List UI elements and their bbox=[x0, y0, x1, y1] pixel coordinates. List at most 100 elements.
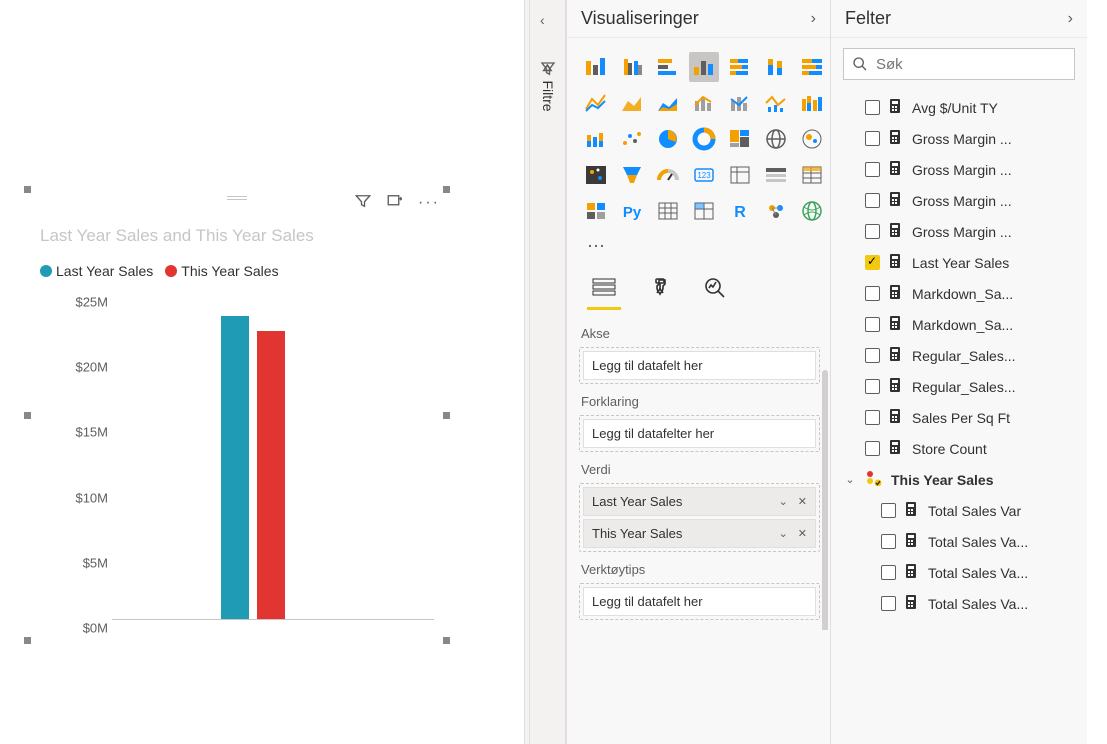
viz-type-icon[interactable] bbox=[581, 88, 611, 118]
resize-handle[interactable] bbox=[24, 637, 31, 644]
field-row[interactable]: Gross Margin ... bbox=[837, 154, 1087, 185]
field-row[interactable]: Total Sales Va... bbox=[837, 557, 1087, 588]
field-checkbox[interactable] bbox=[865, 162, 880, 177]
field-checkbox[interactable] bbox=[865, 441, 880, 456]
field-row[interactable]: Last Year Sales bbox=[837, 247, 1087, 278]
chevron-down-icon[interactable]: ⌄ bbox=[845, 473, 854, 486]
collapse-chevron-icon[interactable]: › bbox=[1068, 10, 1073, 28]
viz-type-icon[interactable] bbox=[617, 160, 647, 190]
viz-type-icon[interactable]: 123 bbox=[689, 160, 719, 190]
viz-type-icon[interactable] bbox=[581, 52, 611, 82]
viz-type-icon[interactable] bbox=[689, 124, 719, 154]
viz-type-icon[interactable] bbox=[653, 196, 683, 226]
bar[interactable] bbox=[257, 331, 285, 619]
remove-field-icon[interactable]: ✕ bbox=[798, 495, 807, 508]
field-row[interactable]: Total Sales Va... bbox=[837, 526, 1087, 557]
viz-type-icon[interactable] bbox=[581, 160, 611, 190]
legend-well[interactable]: Legg til datafelter her bbox=[579, 415, 820, 452]
field-checkbox[interactable] bbox=[881, 534, 896, 549]
viz-type-icon[interactable] bbox=[689, 52, 719, 82]
viz-type-icon[interactable] bbox=[653, 160, 683, 190]
fields-tab[interactable] bbox=[587, 276, 621, 310]
field-row[interactable]: ⌄This Year Sales bbox=[837, 464, 1087, 495]
field-row[interactable]: Total Sales Va... bbox=[837, 588, 1087, 619]
viz-type-icon[interactable] bbox=[761, 124, 791, 154]
field-checkbox[interactable] bbox=[865, 379, 880, 394]
resize-handle[interactable] bbox=[443, 637, 450, 644]
field-checkbox[interactable] bbox=[865, 317, 880, 332]
field-row[interactable]: Store Count bbox=[837, 433, 1087, 464]
collapse-chevron-icon[interactable]: › bbox=[811, 10, 816, 28]
well-field[interactable]: Last Year Sales ⌄ ✕ bbox=[583, 487, 816, 516]
viz-type-icon[interactable]: Py bbox=[617, 196, 647, 226]
viz-type-icon[interactable] bbox=[617, 124, 647, 154]
chevron-down-icon[interactable]: ⌄ bbox=[779, 495, 788, 508]
scrollbar[interactable] bbox=[822, 370, 828, 630]
viz-type-icon[interactable] bbox=[797, 88, 827, 118]
field-row[interactable]: Total Sales Var bbox=[837, 495, 1087, 526]
fields-search[interactable] bbox=[843, 48, 1075, 80]
viz-type-icon[interactable] bbox=[797, 52, 827, 82]
viz-type-icon[interactable] bbox=[725, 124, 755, 154]
legend-item[interactable]: This Year Sales bbox=[165, 263, 278, 279]
viz-type-icon[interactable] bbox=[761, 88, 791, 118]
viz-type-icon[interactable] bbox=[653, 124, 683, 154]
search-input[interactable] bbox=[876, 56, 1066, 73]
viz-type-icon[interactable]: ⋯ bbox=[581, 232, 611, 262]
drag-handle-icon[interactable] bbox=[227, 195, 247, 201]
filter-icon[interactable] bbox=[354, 192, 372, 213]
viz-type-icon[interactable] bbox=[725, 88, 755, 118]
viz-type-icon[interactable] bbox=[761, 196, 791, 226]
field-checkbox[interactable] bbox=[881, 503, 896, 518]
expand-chevron-icon[interactable]: ‹ bbox=[540, 12, 545, 28]
viz-type-icon[interactable] bbox=[581, 124, 611, 154]
field-checkbox[interactable] bbox=[865, 286, 880, 301]
viz-type-icon[interactable] bbox=[797, 160, 827, 190]
chart-visual-container[interactable]: ··· Last Year Sales and This Year Sales … bbox=[28, 190, 446, 640]
field-row[interactable]: Gross Margin ... bbox=[837, 123, 1087, 154]
viz-type-icon[interactable] bbox=[689, 196, 719, 226]
tooltips-well[interactable]: Legg til datafelt her bbox=[579, 583, 820, 620]
field-checkbox[interactable] bbox=[865, 193, 880, 208]
field-row[interactable]: Sales Per Sq Ft bbox=[837, 402, 1087, 433]
viz-type-icon[interactable] bbox=[797, 124, 827, 154]
field-checkbox[interactable] bbox=[865, 131, 880, 146]
field-checkbox[interactable] bbox=[865, 255, 880, 270]
field-row[interactable]: Avg $/Unit TY bbox=[837, 92, 1087, 123]
field-checkbox[interactable] bbox=[881, 565, 896, 580]
filters-pane-collapsed[interactable]: ‹ Filtre bbox=[530, 0, 566, 744]
more-options-icon[interactable]: ··· bbox=[418, 194, 440, 212]
viz-type-icon[interactable] bbox=[761, 52, 791, 82]
viz-type-icon[interactable] bbox=[689, 88, 719, 118]
chevron-down-icon[interactable]: ⌄ bbox=[779, 527, 788, 540]
bar[interactable] bbox=[221, 316, 249, 619]
field-checkbox[interactable] bbox=[865, 224, 880, 239]
viz-type-icon[interactable] bbox=[653, 52, 683, 82]
field-row[interactable]: Gross Margin ... bbox=[837, 216, 1087, 247]
field-checkbox[interactable] bbox=[865, 410, 880, 425]
field-row[interactable]: Regular_Sales... bbox=[837, 340, 1087, 371]
report-canvas[interactable]: ··· Last Year Sales and This Year Sales … bbox=[0, 0, 524, 744]
resize-handle[interactable] bbox=[24, 186, 31, 193]
axis-well[interactable]: Legg til datafelt her bbox=[579, 347, 820, 384]
legend-item[interactable]: Last Year Sales bbox=[40, 263, 153, 279]
viz-type-icon[interactable] bbox=[761, 160, 791, 190]
field-checkbox[interactable] bbox=[865, 100, 880, 115]
viz-type-icon[interactable]: R bbox=[725, 196, 755, 226]
field-row[interactable]: Markdown_Sa... bbox=[837, 278, 1087, 309]
viz-type-icon[interactable] bbox=[725, 160, 755, 190]
resize-handle[interactable] bbox=[24, 412, 31, 419]
viz-type-icon[interactable] bbox=[581, 196, 611, 226]
viz-type-icon[interactable] bbox=[725, 52, 755, 82]
focus-mode-icon[interactable] bbox=[386, 192, 404, 213]
viz-type-icon[interactable] bbox=[617, 88, 647, 118]
field-row[interactable]: Regular_Sales... bbox=[837, 371, 1087, 402]
viz-type-icon[interactable] bbox=[617, 52, 647, 82]
viz-type-icon[interactable] bbox=[653, 88, 683, 118]
values-well[interactable]: Last Year Sales ⌄ ✕ This Year Sales ⌄ ✕ bbox=[579, 483, 820, 552]
field-row[interactable]: Gross Margin ... bbox=[837, 185, 1087, 216]
remove-field-icon[interactable]: ✕ bbox=[798, 527, 807, 540]
format-tab[interactable] bbox=[643, 276, 677, 310]
field-checkbox[interactable] bbox=[881, 596, 896, 611]
analytics-tab[interactable] bbox=[699, 276, 733, 310]
